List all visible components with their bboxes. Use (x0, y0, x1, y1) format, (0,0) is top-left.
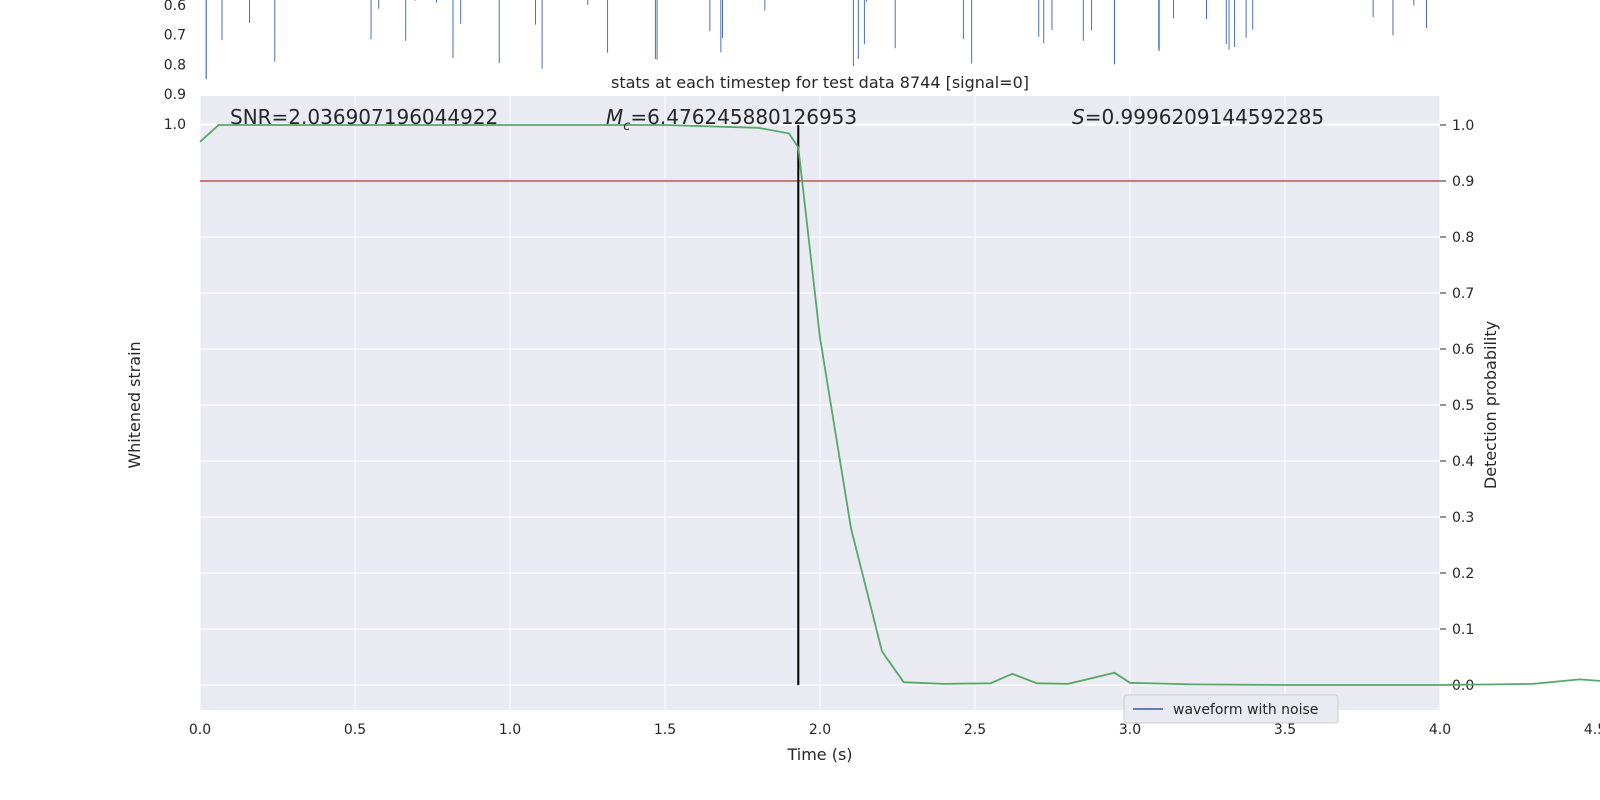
y-axis-ticks: 1.00.90.80.70.60.50.40.30.20.10.0−0.1−0.… (164, 0, 186, 133)
chirp-mass-symbol: M (606, 105, 623, 129)
x-tick-label: 2.5 (964, 722, 986, 738)
y2-axis-label: Detection probability (1481, 321, 1500, 489)
x-tick-label: 4.0 (1429, 722, 1451, 738)
chirp-mass-annotation: Mc=6.476245880126953 (606, 105, 857, 134)
y2-tick-label: 0.7 (1452, 286, 1474, 302)
y-tick-label: 0.6 (164, 0, 186, 14)
statistic-annotation: S=0.9996209144592285 (1072, 105, 1324, 129)
y-tick-label: 0.8 (164, 57, 186, 73)
chirp-mass-value: =6.476245880126953 (630, 105, 857, 129)
y2-tick-label: 1.0 (1452, 118, 1474, 134)
x-tick-label: 1.5 (654, 722, 676, 738)
y2-tick-label: 0.9 (1452, 174, 1474, 190)
y-axis-label: Whitened strain (125, 341, 144, 468)
y-tick-label: 0.9 (164, 87, 186, 103)
statistic-value: =0.9996209144592285 (1085, 105, 1324, 129)
x-tick-label: 0.0 (189, 722, 211, 738)
x-tick-label: 1.0 (499, 722, 521, 738)
y2-tick-label: 0.6 (1452, 342, 1474, 358)
detection-probability-line (199, 124, 1600, 686)
x-tick-label: 3.5 (1274, 722, 1296, 738)
x-tick-label: 3.0 (1119, 722, 1141, 738)
x-tick-label: 4.5 (1584, 722, 1600, 738)
y2-axis-ticks: 1.0 0.9 0.8 0.7 0.6 0.5 0.4 0.3 0.2 0.1 0.0 (1440, 118, 1474, 694)
y2-tick-label: 0.4 (1452, 454, 1474, 470)
legend-box (1123, 694, 1339, 724)
grid (199, 4, 1596, 710)
y-tick-label: 1.0 (164, 117, 186, 133)
x-axis-label: Time (s) (786, 745, 852, 764)
y2-tick-label: 0.2 (1452, 566, 1474, 582)
y2-tick-label: 0.5 (1452, 398, 1474, 414)
x-tick-label: 0.5 (344, 722, 366, 738)
chart-title: stats at each timestep for test data 874… (611, 73, 1029, 92)
legend: waveform with noise (1123, 694, 1339, 724)
y2-tick-label: 0.1 (1452, 622, 1474, 638)
y2-tick-label: 0.0 (1452, 678, 1474, 694)
y-tick-label: 0.7 (164, 28, 186, 44)
x-tick-label: 2.0 (809, 722, 831, 738)
x-axis-ticks: 0.00.51.01.52.02.53.03.54.04.55.05.56.06… (189, 722, 1600, 738)
y2-tick-label: 0.8 (1452, 230, 1474, 246)
statistic-symbol: S (1072, 105, 1085, 129)
y2-tick-label: 0.3 (1452, 510, 1474, 526)
chirp-mass-subscript: c (623, 119, 630, 134)
snr-annotation: SNR=2.036907196044922 (230, 105, 498, 129)
waveform-series (205, 0, 1427, 80)
legend-label-waveform: waveform with noise (1173, 702, 1318, 718)
vertical-markers (797, 125, 800, 685)
